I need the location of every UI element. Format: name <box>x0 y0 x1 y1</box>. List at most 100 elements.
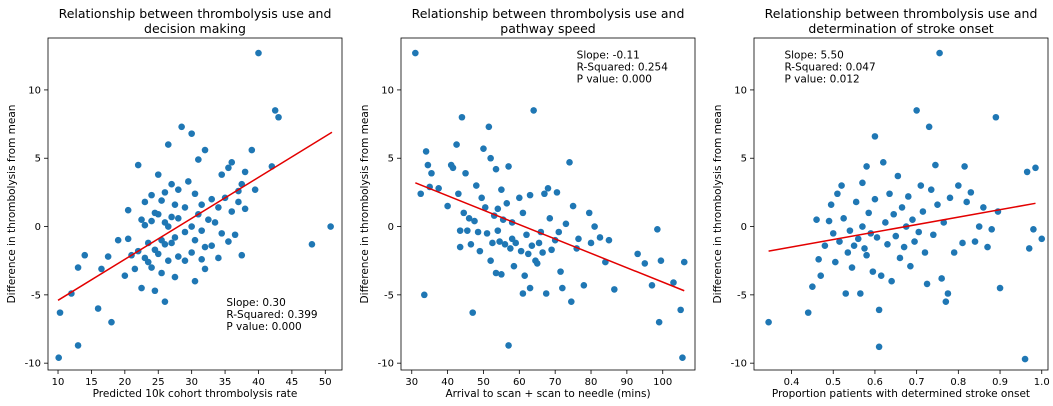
x-tick-label: 0.5 <box>825 377 841 388</box>
data-point <box>852 198 860 206</box>
data-point <box>198 201 205 208</box>
data-point <box>519 209 527 217</box>
data-point <box>178 123 185 131</box>
y-tick-label: 5 <box>35 154 41 165</box>
y-tick-label: -10 <box>731 359 747 370</box>
data-point <box>487 257 494 264</box>
data-point <box>934 201 941 208</box>
data-point <box>679 354 686 362</box>
data-point <box>869 268 877 275</box>
data-point <box>932 161 939 169</box>
data-point <box>546 215 554 222</box>
x-tick-label: 0.9 <box>992 377 1008 388</box>
data-point <box>859 179 866 187</box>
y-tick-label: -5 <box>384 290 394 301</box>
data-point <box>181 257 189 264</box>
data-point <box>148 217 155 225</box>
data-point <box>859 223 866 230</box>
x-tick-label: 50 <box>319 377 332 388</box>
data-point <box>596 234 604 241</box>
data-point <box>865 209 872 217</box>
data-point <box>205 216 212 224</box>
data-point <box>992 113 1000 121</box>
data-point <box>476 247 484 255</box>
data-point <box>248 146 256 154</box>
data-point <box>804 309 812 316</box>
data-point <box>327 223 334 230</box>
data-point <box>467 241 475 248</box>
data-point <box>863 251 870 259</box>
data-point <box>827 201 835 208</box>
data-point <box>158 197 165 204</box>
data-point <box>74 342 82 349</box>
data-point <box>271 107 279 114</box>
stats-annotation-line: P value: 0.012 <box>784 73 859 85</box>
data-point <box>275 113 282 121</box>
data-point <box>967 189 975 196</box>
data-point <box>655 318 663 326</box>
data-point <box>512 239 520 247</box>
data-point <box>524 250 532 258</box>
data-point <box>188 223 195 230</box>
data-point <box>465 215 473 222</box>
data-point <box>498 186 505 193</box>
y-axis-label: Difference in thrombolysis from mean <box>712 105 724 304</box>
x-tick-label: 80 <box>585 377 598 388</box>
data-point <box>238 251 246 259</box>
data-point <box>585 209 593 217</box>
data-point <box>225 164 232 172</box>
chart-title-line: Relationship between thrombolysis use an… <box>765 6 1038 21</box>
data-point <box>634 250 641 258</box>
data-point <box>505 342 512 349</box>
data-point <box>988 225 996 233</box>
data-point <box>154 171 162 178</box>
data-point <box>890 210 898 218</box>
data-point <box>503 200 511 207</box>
data-point <box>562 220 570 228</box>
data-point <box>919 208 927 215</box>
data-point <box>834 190 841 198</box>
data-point <box>925 123 933 131</box>
data-point <box>950 249 958 256</box>
data-point <box>487 154 494 162</box>
data-point <box>882 219 889 226</box>
data-point <box>141 221 149 229</box>
data-point <box>907 262 914 270</box>
data-point <box>528 242 536 249</box>
x-tick-label: 0.8 <box>950 377 966 388</box>
data-point <box>474 228 482 236</box>
data-point <box>517 247 525 255</box>
x-tick-label: 0.4 <box>784 377 800 388</box>
data-point <box>218 230 226 237</box>
data-point <box>494 227 502 234</box>
data-point <box>492 165 500 173</box>
data-point <box>521 272 528 280</box>
data-point <box>174 215 182 222</box>
data-point <box>458 113 466 121</box>
data-point <box>946 194 954 202</box>
data-point <box>161 189 169 196</box>
data-point <box>462 169 469 177</box>
data-point <box>456 227 464 234</box>
data-point <box>961 163 968 170</box>
data-point <box>235 198 242 206</box>
data-point <box>464 227 471 234</box>
data-point <box>838 182 845 189</box>
regression-line <box>57 131 333 301</box>
data-point <box>456 243 464 251</box>
data-point <box>871 133 879 140</box>
data-point <box>904 193 912 200</box>
stats-annotation-line: Slope: 5.50 <box>784 49 843 61</box>
data-point <box>188 130 195 137</box>
regression-line <box>768 202 1036 252</box>
x-tick-label: 30 <box>405 377 418 388</box>
data-point <box>108 318 115 326</box>
data-point <box>909 216 916 224</box>
data-point <box>171 201 179 208</box>
data-point <box>455 190 462 198</box>
data-point <box>541 190 548 198</box>
data-point <box>1038 235 1046 243</box>
stats-annotation-line: R-Squared: 0.399 <box>226 309 317 321</box>
data-point <box>938 275 945 282</box>
chart-title-line: Relationship between thrombolysis use an… <box>412 6 685 21</box>
